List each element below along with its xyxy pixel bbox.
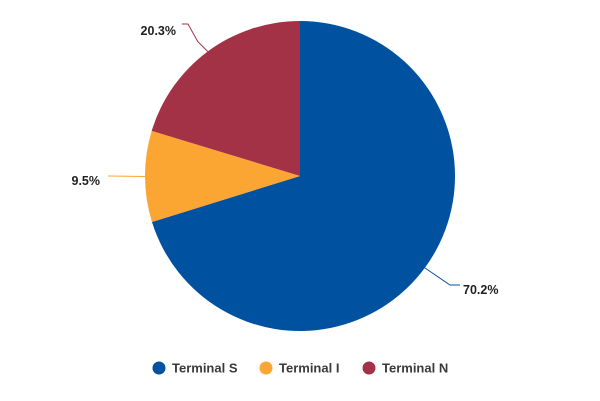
legend-label-terminal-n: Terminal N: [382, 361, 448, 376]
leader-lines: [107, 23, 460, 286]
legend-label-terminal-i: Terminal I: [279, 361, 339, 376]
data-labels: 70.2% 9.5% 20.3%: [72, 24, 499, 297]
leader-line-terminal-s: [424, 267, 460, 286]
legend: Terminal S Terminal I Terminal N: [152, 361, 448, 376]
legend-marker-terminal-n: [362, 361, 376, 375]
data-label-terminal-s: 70.2%: [463, 283, 498, 297]
pie-slices: [145, 21, 455, 331]
legend-item-terminal-n: Terminal N: [362, 361, 448, 376]
pie-slice-terminal-n: [151, 21, 300, 176]
legend-marker-terminal-s: [152, 361, 166, 375]
legend-label-terminal-s: Terminal S: [172, 361, 238, 376]
leader-line-terminal-n: [182, 23, 209, 52]
legend-marker-terminal-i: [259, 361, 273, 375]
legend-item-terminal-s: Terminal S: [152, 361, 238, 376]
legend-item-terminal-i: Terminal I: [259, 361, 339, 376]
pie-slice-terminal-s: [151, 21, 455, 331]
data-label-terminal-i: 9.5%: [72, 174, 101, 188]
data-label-terminal-n: 20.3%: [141, 24, 176, 38]
pie-slice-terminal-i: [145, 130, 300, 223]
